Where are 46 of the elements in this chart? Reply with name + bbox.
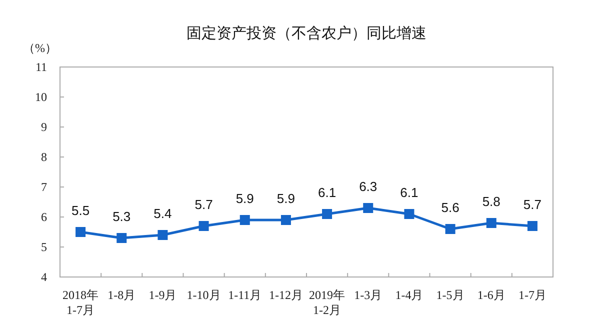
point: [404, 209, 414, 219]
point: [240, 215, 250, 225]
x-tick-label: 1-3月: [354, 288, 382, 302]
point: [198, 221, 209, 231]
point: [76, 227, 86, 237]
y-tick-label: 11: [35, 60, 47, 74]
point: [486, 218, 496, 228]
point: [322, 209, 332, 219]
y-tick-label: 4: [41, 270, 47, 284]
x-tick-label: 1-10月: [186, 288, 221, 302]
point: [280, 215, 291, 225]
x-tick-label: 1-7月: [518, 288, 546, 302]
data-label: 5.7: [523, 197, 542, 212]
x-tick-label: 1-5月: [436, 288, 464, 302]
y-tick-label: 7: [41, 180, 47, 194]
data-label: 5.9: [276, 191, 295, 206]
chart-title: 固定资产投资（不含农户）同比增速: [186, 25, 426, 42]
x-tick-label: 1-9月: [148, 288, 177, 302]
point: [445, 224, 456, 234]
x-tick-label: 2018年 1-7月: [62, 288, 99, 317]
data-label: 5.6: [441, 200, 460, 215]
x-tick-label: 2019年 1-2月: [309, 288, 346, 317]
data-label: 6.1: [400, 185, 418, 200]
x-tick-label: 1-4月: [395, 288, 424, 302]
y-tick-label: 6: [41, 210, 47, 224]
y-tick-label: 8: [41, 150, 47, 164]
point: [158, 230, 168, 240]
data-label: 5.8: [482, 194, 500, 209]
x-tick-label: 1-6月: [477, 288, 506, 302]
y-axis-title: （%）: [23, 41, 57, 55]
point: [527, 221, 538, 231]
x-tick-label: 1-8月: [108, 288, 136, 302]
point: [116, 233, 127, 243]
data-label: 6.3: [359, 179, 378, 194]
data-label: 5.3: [112, 209, 131, 224]
data-label: 5.9: [236, 191, 254, 206]
y-tick-label: 10: [35, 90, 47, 104]
y-tick-label: 5: [41, 240, 47, 254]
data-label: 5.4: [154, 206, 172, 221]
point: [363, 203, 374, 213]
data-label: 5.5: [72, 203, 90, 218]
data-label: 6.1: [318, 185, 336, 200]
x-tick-label: 1-11月: [228, 288, 262, 302]
y-tick-label: 9: [41, 120, 47, 134]
x-tick-label: 1-12月: [268, 288, 303, 302]
data-label: 5.7: [194, 197, 213, 212]
